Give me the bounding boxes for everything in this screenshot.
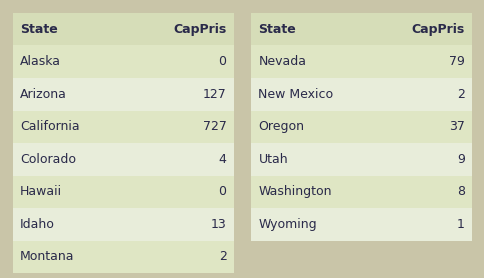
- Text: Wyoming: Wyoming: [258, 218, 317, 231]
- Text: State: State: [20, 23, 58, 36]
- FancyBboxPatch shape: [251, 143, 471, 175]
- FancyBboxPatch shape: [13, 78, 233, 110]
- Text: Washington: Washington: [258, 185, 332, 198]
- FancyBboxPatch shape: [251, 13, 471, 46]
- Text: 8: 8: [456, 185, 464, 198]
- FancyBboxPatch shape: [13, 13, 233, 46]
- Text: 127: 127: [202, 88, 226, 101]
- Text: 13: 13: [211, 218, 226, 231]
- FancyBboxPatch shape: [251, 46, 471, 78]
- Text: 9: 9: [456, 153, 464, 166]
- FancyBboxPatch shape: [13, 46, 233, 78]
- Text: 37: 37: [448, 120, 464, 133]
- Text: Alaska: Alaska: [20, 55, 61, 68]
- FancyBboxPatch shape: [251, 208, 471, 240]
- Text: 0: 0: [218, 185, 226, 198]
- Text: Hawaii: Hawaii: [20, 185, 62, 198]
- Text: Utah: Utah: [258, 153, 287, 166]
- Text: 2: 2: [218, 250, 226, 263]
- Text: 2: 2: [456, 88, 464, 101]
- FancyBboxPatch shape: [13, 143, 233, 175]
- Text: Colorado: Colorado: [20, 153, 76, 166]
- Text: 1: 1: [456, 218, 464, 231]
- FancyBboxPatch shape: [251, 78, 471, 110]
- Text: 0: 0: [218, 55, 226, 68]
- FancyBboxPatch shape: [13, 175, 233, 208]
- Text: State: State: [258, 23, 296, 36]
- FancyBboxPatch shape: [251, 175, 471, 208]
- Text: New Mexico: New Mexico: [258, 88, 333, 101]
- Text: CapPris: CapPris: [173, 23, 226, 36]
- Text: Idaho: Idaho: [20, 218, 55, 231]
- FancyBboxPatch shape: [13, 208, 233, 240]
- Text: 79: 79: [448, 55, 464, 68]
- Text: Montana: Montana: [20, 250, 75, 263]
- FancyBboxPatch shape: [13, 240, 233, 273]
- Text: California: California: [20, 120, 79, 133]
- FancyBboxPatch shape: [13, 110, 233, 143]
- Text: Nevada: Nevada: [258, 55, 306, 68]
- Text: 727: 727: [202, 120, 226, 133]
- Text: Arizona: Arizona: [20, 88, 67, 101]
- Text: CapPris: CapPris: [411, 23, 464, 36]
- FancyBboxPatch shape: [251, 110, 471, 143]
- Text: 4: 4: [218, 153, 226, 166]
- Text: Oregon: Oregon: [258, 120, 304, 133]
